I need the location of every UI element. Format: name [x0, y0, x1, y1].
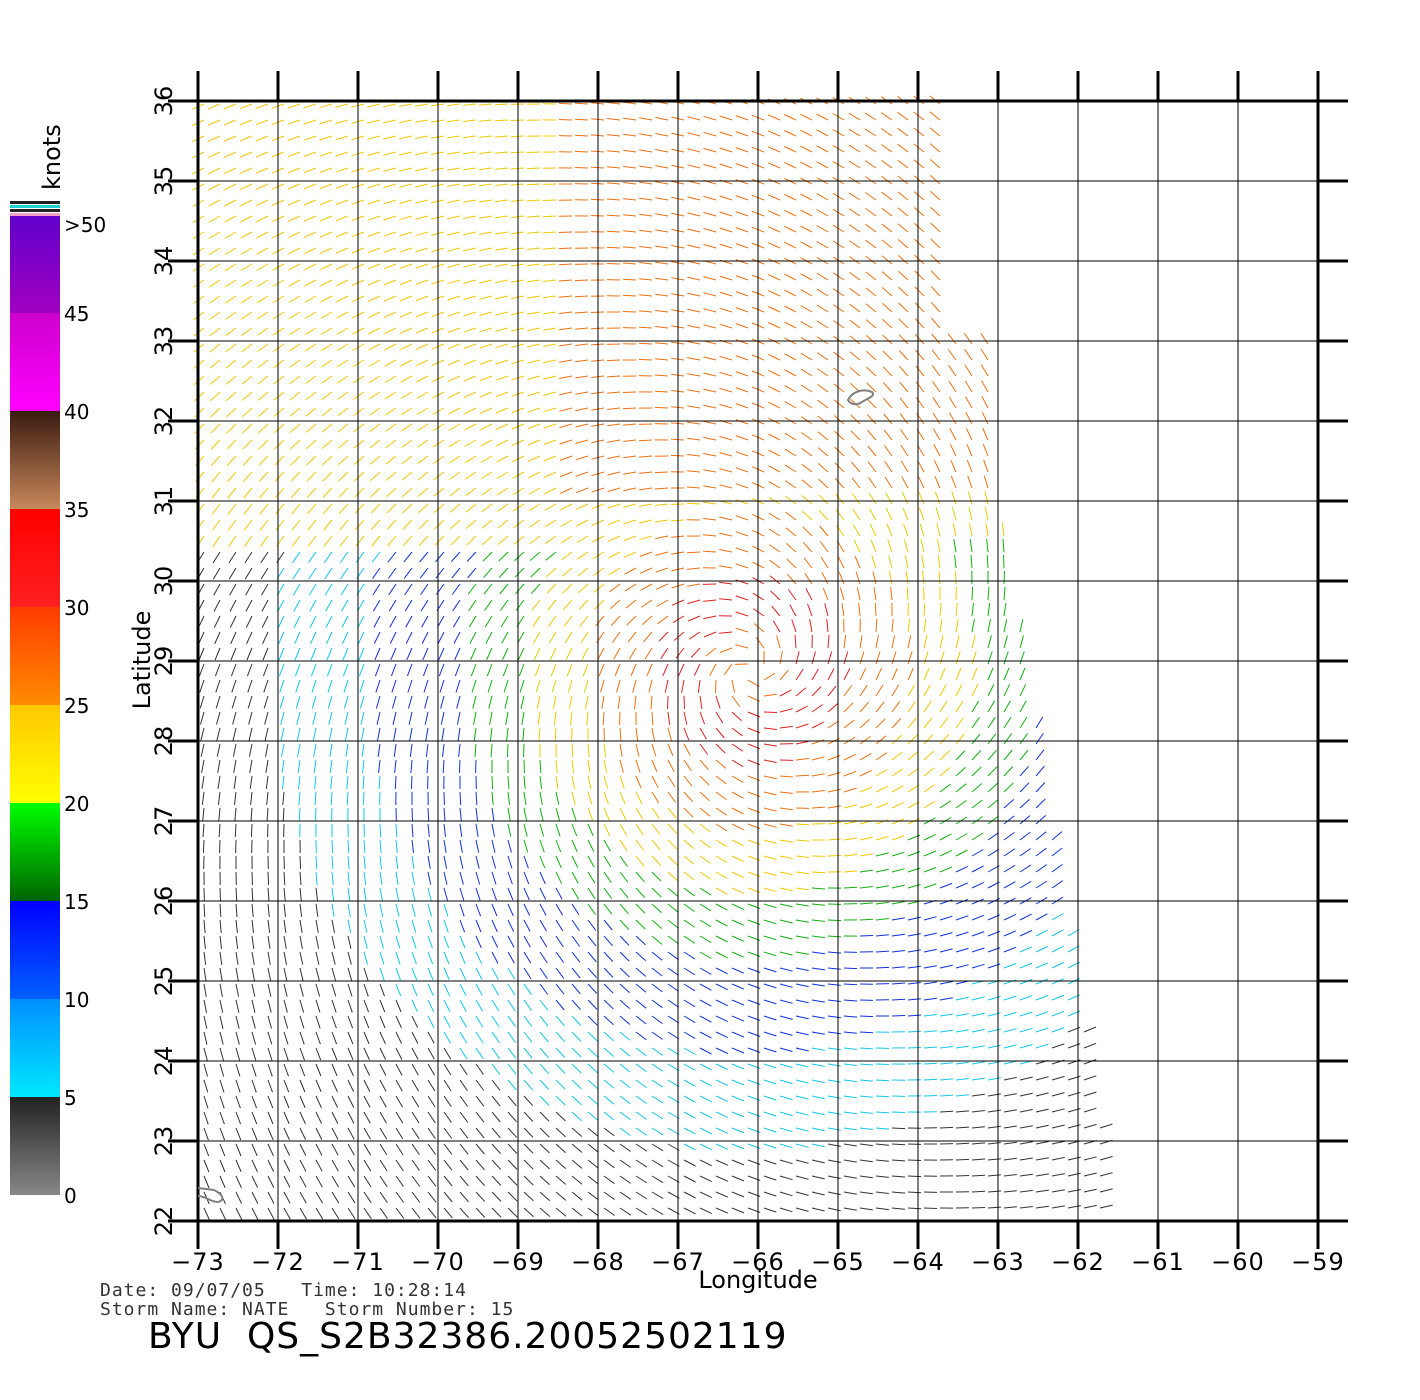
colorbar-segment — [10, 999, 60, 1097]
longitude-tick-label: −70 — [411, 1248, 465, 1276]
colorbar-tick-label: 10 — [64, 988, 89, 1012]
longitude-tick-label: −62 — [1051, 1248, 1105, 1276]
colorbar-cap-stripe — [10, 209, 60, 212]
bermuda-outline — [197, 389, 874, 1204]
colorbar-tick-label: 20 — [64, 792, 89, 816]
latitude-tick-label: 26 — [150, 886, 178, 917]
colorbar-tick-label: 40 — [64, 400, 89, 424]
colorbar-segment — [10, 607, 60, 705]
wind-vectors — [196, 551, 1113, 1221]
latitude-tick-labels: 22 23 24 25 26 27 28 29 30 31 32 33 34 35 36 — [150, 86, 178, 1237]
longitude-tick-label: −69 — [491, 1248, 545, 1276]
colorbar-segment — [10, 803, 60, 901]
latitude-tick-label: 31 — [150, 486, 178, 517]
colorbar-tick-labels: 0 5 10 15 20 25 30 35 40 45 >50 — [64, 213, 106, 1208]
longitude-tick-label: −63 — [971, 1248, 1025, 1276]
colorbar-cap-stripe — [10, 205, 60, 208]
colorbar-tick-label: 35 — [64, 498, 89, 522]
longitude-tick-label: −61 — [1131, 1248, 1185, 1276]
latitude-tick-label: 32 — [150, 406, 178, 437]
longitude-tick-label: −73 — [171, 1248, 225, 1276]
colorbar-tick-label: 30 — [64, 596, 89, 620]
colorbar-segment — [10, 215, 60, 313]
latitude-tick-label: 33 — [150, 326, 178, 357]
colorbar-tick-label: 15 — [64, 890, 89, 914]
latitude-tick-label: 34 — [150, 246, 178, 277]
bermuda-island — [846, 389, 874, 406]
colorbar-cap-stripe — [10, 213, 60, 216]
longitude-tick-label: −64 — [891, 1248, 945, 1276]
colorbar-tick-label: 25 — [64, 694, 89, 718]
colorbar-tick-label: >50 — [64, 213, 106, 237]
x-axis-label: Longitude — [698, 1266, 817, 1294]
storm-name-line: Storm Name: NATE Storm Number: 15 — [100, 1299, 515, 1320]
colorbar-tick-label: 0 — [64, 1184, 77, 1208]
y-axis-label: Latitude — [128, 611, 156, 710]
longitude-tick-label: −59 — [1291, 1248, 1345, 1276]
wind-vectors — [558, 95, 989, 832]
latitude-tick-label: 22 — [150, 1206, 178, 1237]
longitude-tick-label: −72 — [251, 1248, 305, 1276]
longitude-tick-label: −71 — [331, 1248, 385, 1276]
latitude-tick-label: 29 — [150, 646, 178, 677]
colorbar-unit-label: knots — [38, 124, 66, 190]
colorbar-segment — [10, 1097, 60, 1195]
colorbar-segment — [10, 901, 60, 999]
longitude-tick-label: −67 — [651, 1248, 705, 1276]
date-time-line: Date: 09/07/05 Time: 10:28:14 — [100, 1280, 467, 1301]
longitude-tick-label: −60 — [1211, 1248, 1265, 1276]
product-title: BYU QS_S2B32386.20052502119 — [148, 1316, 788, 1357]
longitude-tick-label: −68 — [571, 1248, 625, 1276]
colorbar-tick-label: 45 — [64, 302, 89, 326]
colorbar-segment — [10, 411, 60, 509]
wind-vector-swath — [191, 95, 1113, 1221]
wind-vectors — [658, 575, 851, 768]
colorbar-segment — [10, 705, 60, 803]
lat-lon-grid — [168, 71, 1348, 1249]
latitude-tick-label: 35 — [150, 166, 178, 197]
latitude-tick-label: 25 — [150, 966, 178, 997]
wind-vectors — [467, 538, 1029, 959]
colorbar-segment — [10, 509, 60, 607]
coast-outline — [197, 1187, 224, 1204]
longitude-tick-label: −65 — [811, 1248, 865, 1276]
colorbar-segment — [10, 313, 60, 411]
latitude-tick-label: 23 — [150, 1126, 178, 1157]
colorbar-tick-label: 5 — [64, 1086, 77, 1110]
longitude-tick-label: −66 — [731, 1248, 785, 1276]
latitude-tick-label: 28 — [150, 726, 178, 757]
latitude-tick-label: 24 — [150, 1046, 178, 1077]
latitude-tick-label: 27 — [150, 806, 178, 837]
latitude-tick-label: 30 — [150, 566, 178, 597]
longitude-tick-labels: −73 −72 −71 −70 −69 −68 −67 −66 −65 −64 −63 −62 −61−… — [171, 1248, 1345, 1276]
wind-vectors — [276, 551, 1081, 1151]
wind-vectors — [372, 551, 1064, 1055]
latitude-tick-label: 36 — [150, 86, 178, 117]
wind-speed-colorbar — [10, 201, 60, 1195]
colorbar-cap-stripe — [10, 201, 60, 204]
